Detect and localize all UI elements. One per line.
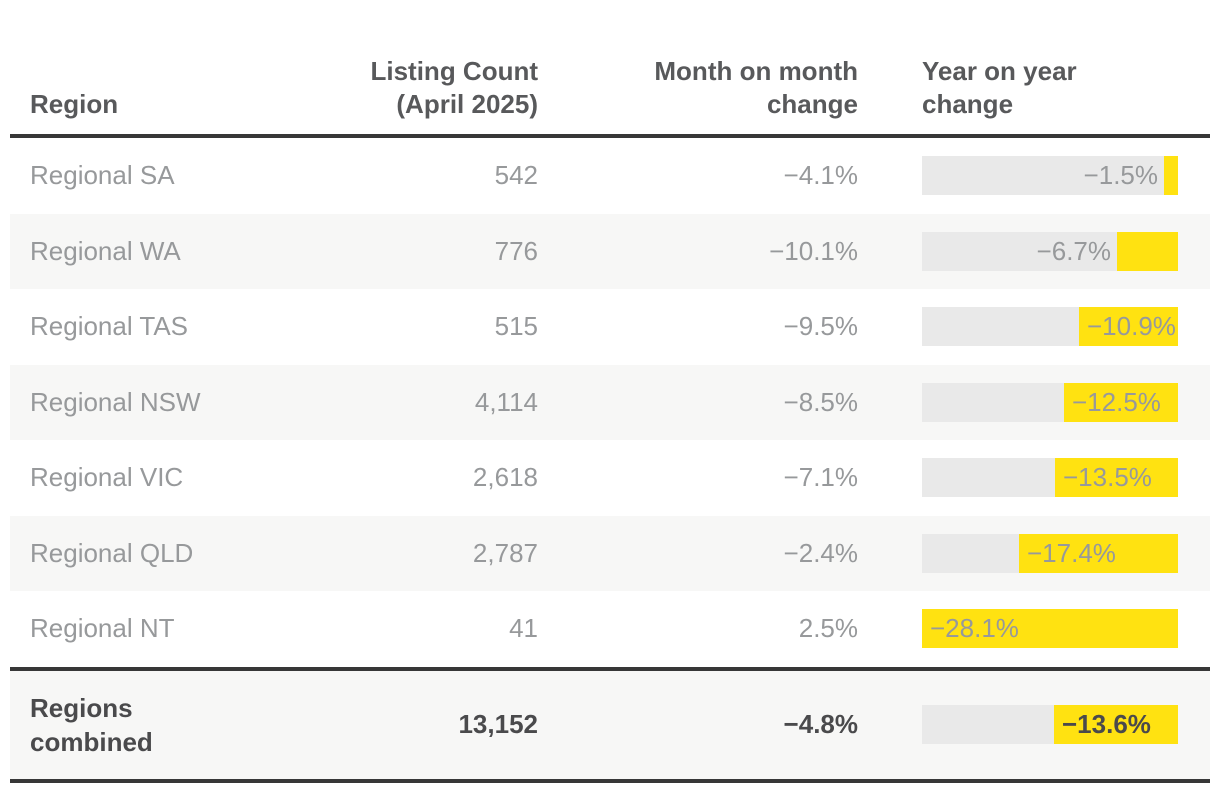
bottom-rule [10, 778, 1210, 783]
yoy-bar-track: −6.7% [922, 231, 1178, 271]
yoy-bar-label: −28.1% [930, 613, 1019, 644]
yoy-bar-track: −17.4% [922, 533, 1178, 573]
region-cell: Regional TAS [10, 310, 310, 343]
region-label: Regional NT [30, 613, 175, 644]
yoy-bar-track: −12.5% [922, 382, 1178, 422]
listing-count-cell: 2,618 [472, 462, 538, 493]
region-label: Regional TAS [30, 311, 189, 342]
yoy-bar-label: −17.4% [1027, 537, 1116, 568]
yoy-bar-label: −13.6% [1062, 709, 1151, 739]
mom-change-cell: 2.5% [798, 613, 858, 644]
yoy-bar-track: −13.5% [922, 458, 1178, 498]
yoy-bar-label: −1.5% [1083, 160, 1158, 191]
mom-change-cell: −8.5% [783, 386, 858, 417]
mom-change-cell: −4.1% [783, 160, 858, 191]
table-footer: Regions combined 13,152 −4.8% −13.6% [0, 670, 1220, 779]
table-row: Regional SA 542 −4.1% −1.5% [10, 138, 1210, 214]
total-row: Regions combined 13,152 −4.8% −13.6% [10, 670, 1210, 779]
table-header-row: Region Listing Count (April 2025) Month … [10, 0, 1210, 138]
region-cell: Regional SA [10, 159, 310, 192]
region-label: Regional VIC [30, 462, 184, 493]
yoy-bar-label: −13.5% [1063, 462, 1152, 493]
yoy-bar-fill [1117, 231, 1178, 271]
listing-count-cell: 4,114 [474, 386, 538, 417]
table-row: Regional QLD 2,787 −2.4% −17.4% [10, 515, 1210, 591]
mom-change-cell: −2.4% [783, 537, 858, 568]
listing-count-cell: 41 [509, 613, 538, 644]
yoy-bar-track: −10.9% [922, 307, 1178, 347]
table-row: Regional NT 41 2.5% −28.1% [10, 591, 1210, 667]
yoy-bar-label: −12.5% [1072, 386, 1161, 417]
yoy-bar-fill [1055, 458, 1178, 498]
mom-change-cell: −4.8% [783, 709, 858, 739]
yoy-bar-fill [922, 609, 1178, 649]
column-header-region: Region [30, 89, 119, 119]
region-cell: Regional WA [10, 235, 310, 268]
mom-change-cell: −7.1% [783, 462, 858, 493]
column-header-yoy-change: Year on year change [922, 56, 1077, 119]
listing-count-cell: 542 [494, 160, 538, 191]
yoy-bar-track: −13.6% [922, 705, 1178, 744]
region-label: Regions combined [30, 692, 153, 757]
yoy-bar-fill [1079, 307, 1178, 347]
region-cell: Regional VIC [10, 461, 310, 494]
region-cell: Regional QLD [10, 537, 310, 570]
yoy-bar-track: −1.5% [922, 156, 1178, 196]
yoy-bar-fill [1064, 382, 1178, 422]
table-body: Regional SA 542 −4.1% −1.5% Regional WA 776 −1… [0, 138, 1220, 667]
yoy-bar-fill [1164, 156, 1178, 196]
yoy-bar-fill [1019, 533, 1178, 573]
region-label: Regional NSW [30, 386, 201, 417]
table-row: Regional NSW 4,114 −8.5% −12.5% [10, 364, 1210, 440]
region-cell: Regional NT [10, 612, 310, 645]
table-row: Regional TAS 515 −9.5% −10.9% [10, 289, 1210, 365]
yoy-bar-label: −10.9% [1087, 311, 1176, 342]
table-row: Regional WA 776 −10.1% −6.7% [10, 213, 1210, 289]
region-label: Regional WA [30, 235, 181, 266]
mom-change-cell: −10.1% [769, 235, 858, 266]
region-label: Regional SA [30, 160, 175, 191]
total-row-top-rule [10, 666, 1210, 671]
listing-count-cell: 515 [494, 311, 538, 342]
yoy-bar-label: −6.7% [1036, 235, 1111, 266]
yoy-bar-fill [1054, 705, 1178, 744]
region-label: Regional QLD [30, 537, 194, 568]
table-row: Regional VIC 2,618 −7.1% −13.5% [10, 440, 1210, 516]
column-header-mom-change: Month on month change [654, 56, 858, 119]
column-header-listing-count: Listing Count (April 2025) [370, 56, 538, 119]
mom-change-cell: −9.5% [783, 311, 858, 342]
region-cell: Regions combined [10, 691, 310, 759]
listing-count-cell: 13,152 [458, 709, 538, 739]
region-cell: Regional NSW [10, 386, 310, 419]
listing-count-cell: 776 [494, 235, 538, 266]
listing-count-cell: 2,787 [472, 537, 538, 568]
yoy-bar-track: −28.1% [922, 609, 1178, 649]
